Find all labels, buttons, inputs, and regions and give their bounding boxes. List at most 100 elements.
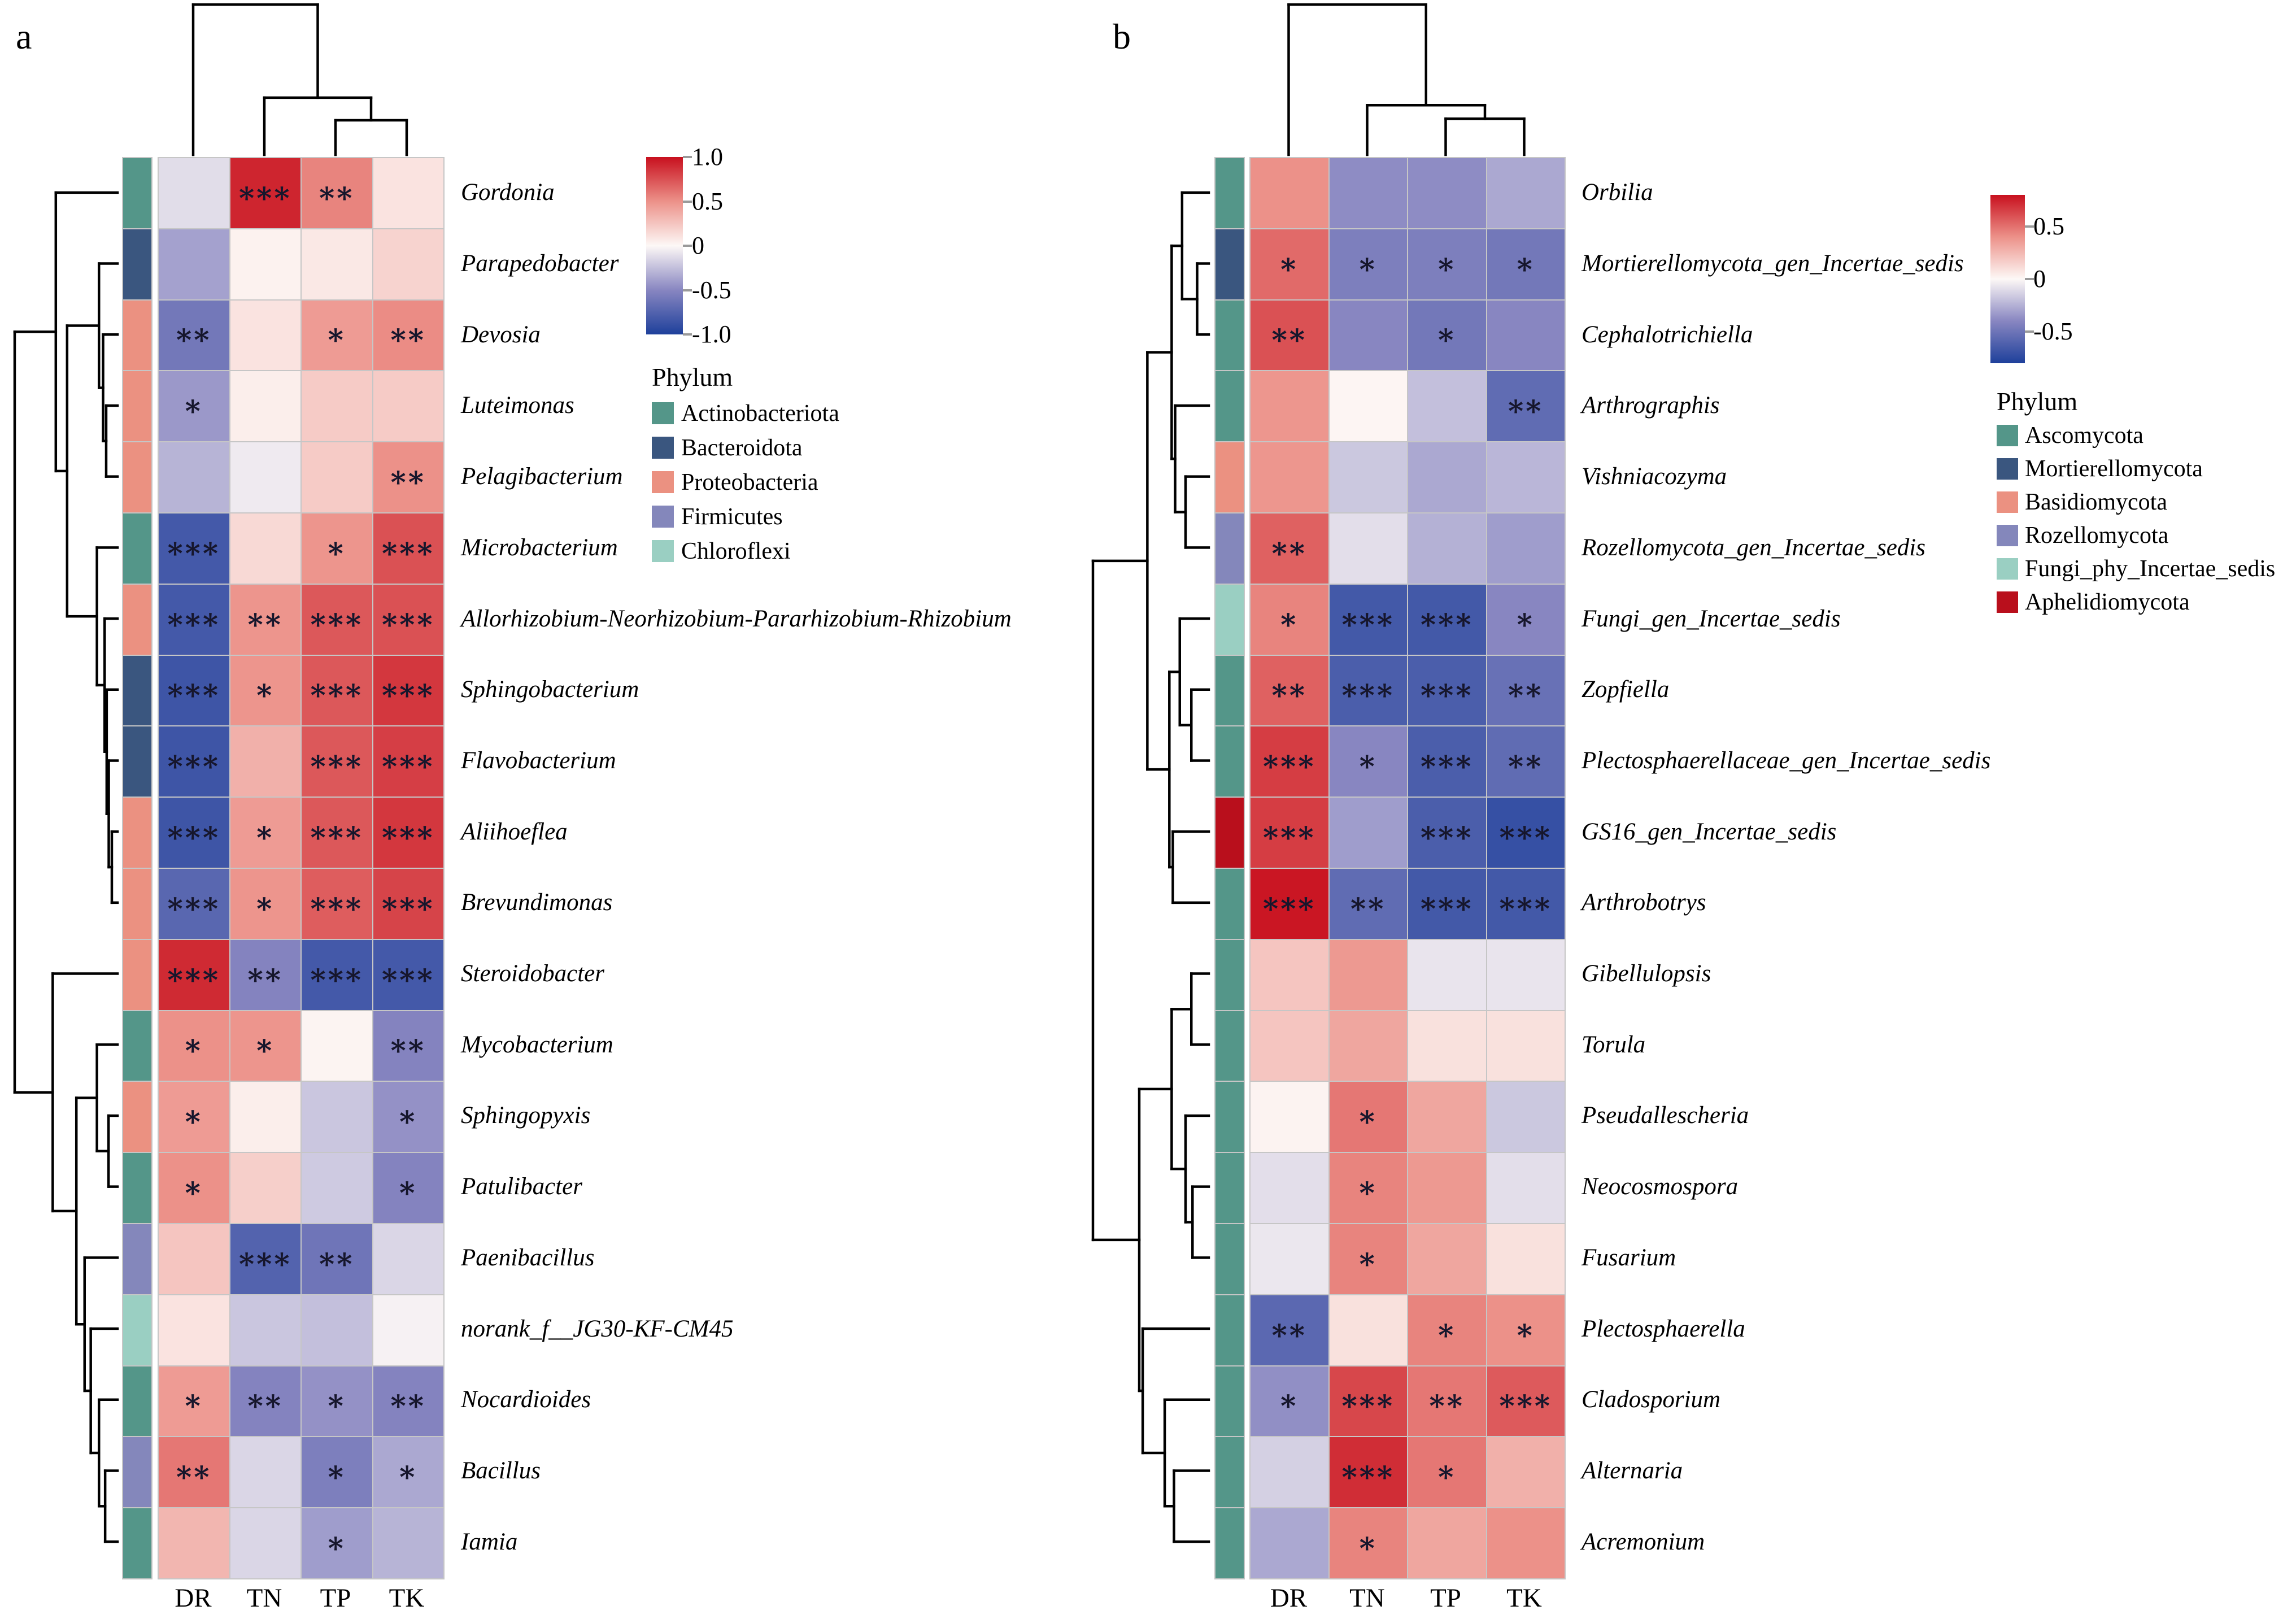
significance-stars: ** bbox=[319, 181, 355, 216]
heatmap-cell bbox=[1251, 1082, 1328, 1152]
heatmap-cell: * bbox=[373, 1437, 443, 1508]
phylum-annotation-cell bbox=[123, 1011, 151, 1081]
row-label: Orbilia bbox=[1582, 179, 1653, 206]
heatmap-cell bbox=[1251, 158, 1328, 228]
column-dendrogram-a bbox=[191, 3, 408, 156]
colorbar-tick bbox=[683, 245, 692, 247]
phylum-legend-swatch bbox=[652, 506, 674, 528]
colorbar-tick bbox=[683, 333, 692, 336]
column-label: TP bbox=[320, 1583, 351, 1613]
row-label: Acremonium bbox=[1582, 1528, 1705, 1555]
significance-stars: ** bbox=[1271, 678, 1307, 713]
heatmap-cell: *** bbox=[1408, 655, 1486, 726]
significance-stars: ** bbox=[176, 323, 212, 358]
row-label: Devosia bbox=[461, 321, 541, 348]
heatmap-cell bbox=[230, 1508, 300, 1578]
heatmap-cell bbox=[1487, 1153, 1565, 1223]
phylum-annotation-cell bbox=[1215, 1295, 1244, 1365]
phylum-annotation-cell bbox=[123, 300, 151, 371]
heatmap-cell: * bbox=[159, 371, 229, 442]
heatmap-cell: *** bbox=[1487, 1366, 1565, 1437]
heatmap-cell bbox=[1329, 1011, 1407, 1081]
heatmap-cell: *** bbox=[1329, 1437, 1407, 1508]
heatmap-cell: *** bbox=[230, 158, 300, 228]
significance-stars: * bbox=[256, 678, 275, 713]
column-label: DR bbox=[1270, 1583, 1308, 1613]
heatmap-cell: *** bbox=[373, 513, 443, 584]
heatmap-cell bbox=[1329, 1295, 1407, 1365]
significance-stars: * bbox=[399, 1105, 417, 1140]
heatmap-cell: *** bbox=[302, 798, 372, 868]
column-label: TP bbox=[1430, 1583, 1461, 1613]
phylum-annotation-cell bbox=[123, 869, 151, 939]
heatmap-cell: *** bbox=[1251, 726, 1328, 797]
colorbar-tick bbox=[2025, 225, 2034, 228]
heatmap-cell: *** bbox=[302, 869, 372, 939]
phylum-annotation-cell bbox=[1215, 1011, 1244, 1081]
heatmap-cell: * bbox=[1329, 1224, 1407, 1294]
heatmap-cell bbox=[230, 513, 300, 584]
phylum-annotation-cell bbox=[123, 1437, 151, 1508]
significance-stars: *** bbox=[167, 678, 221, 713]
heatmap-cell bbox=[302, 371, 372, 442]
heatmap-cell bbox=[1487, 442, 1565, 512]
significance-stars: *** bbox=[1420, 678, 1474, 713]
heatmap-cell bbox=[373, 158, 443, 228]
heatmap-cell: ** bbox=[1251, 300, 1328, 371]
panel-b-letter: b bbox=[1113, 16, 1131, 56]
phylum-annotation-cell bbox=[123, 371, 151, 442]
significance-stars: ** bbox=[1429, 1389, 1465, 1424]
significance-stars: *** bbox=[1420, 891, 1474, 926]
colorbar-tick-label: 0 bbox=[692, 232, 704, 259]
significance-stars: *** bbox=[381, 678, 435, 713]
significance-stars: * bbox=[1438, 323, 1456, 358]
heatmap-cell bbox=[1408, 158, 1486, 228]
colorbar-tick bbox=[683, 200, 692, 203]
correlation-colorbar bbox=[646, 157, 683, 334]
significance-stars: ** bbox=[1508, 678, 1544, 713]
phylum-annotation-cell bbox=[123, 158, 151, 228]
heatmap-cell bbox=[1487, 1508, 1565, 1578]
phylum-annotation-cell bbox=[1215, 726, 1244, 797]
phylum-legend-label: Proteobacteria bbox=[681, 469, 818, 495]
heatmap-cell: ** bbox=[1251, 1295, 1328, 1365]
significance-stars: ** bbox=[1271, 323, 1307, 358]
row-label: Gibellulopsis bbox=[1582, 960, 1711, 987]
phylum-annotation-cell bbox=[123, 442, 151, 512]
phylum-annotation-column bbox=[122, 157, 153, 1579]
significance-stars: *** bbox=[1420, 607, 1474, 642]
heatmap-cell: * bbox=[159, 1153, 229, 1223]
significance-stars: * bbox=[1280, 252, 1299, 287]
heatmap-cell: * bbox=[1251, 584, 1328, 655]
significance-stars: ** bbox=[1271, 536, 1307, 571]
row-label: Arthrobotrys bbox=[1582, 889, 1706, 916]
heatmap-cell: *** bbox=[159, 584, 229, 655]
row-label: GS16_gen_Incertae_sedis bbox=[1582, 818, 1837, 845]
phylum-legend-swatch bbox=[1997, 591, 2018, 613]
significance-stars: *** bbox=[381, 821, 435, 856]
heatmap-cell: *** bbox=[373, 869, 443, 939]
colorbar-tick-label: 0 bbox=[2033, 265, 2046, 293]
heatmap-cell bbox=[302, 1082, 372, 1152]
heatmap-cell: *** bbox=[159, 513, 229, 584]
phylum-legend-label: Bacteroidota bbox=[681, 434, 803, 461]
correlation-colorbar bbox=[1990, 195, 2025, 363]
significance-stars: *** bbox=[238, 1247, 292, 1282]
colorbar-tick bbox=[683, 289, 692, 291]
heatmap-cell: ** bbox=[373, 1366, 443, 1437]
column-dendrogram-b bbox=[1287, 3, 1526, 156]
row-label: Paenibacillus bbox=[461, 1244, 595, 1271]
row-label: Parapedobacter bbox=[461, 250, 619, 277]
heatmap-cell bbox=[1251, 1153, 1328, 1223]
heatmap-cell bbox=[1408, 939, 1486, 1010]
correlation-heatmap: ****************************************… bbox=[158, 157, 445, 1579]
row-label: Pelagibacterium bbox=[461, 463, 623, 490]
heatmap-cell: * bbox=[1329, 229, 1407, 299]
significance-stars: *** bbox=[310, 891, 364, 926]
significance-stars: *** bbox=[381, 607, 435, 642]
heatmap-cell bbox=[1487, 513, 1565, 584]
heatmap-cell: * bbox=[230, 798, 300, 868]
heatmap-cell: ** bbox=[373, 1011, 443, 1081]
significance-stars: * bbox=[399, 1176, 417, 1211]
row-label: Gordonia bbox=[461, 179, 555, 206]
